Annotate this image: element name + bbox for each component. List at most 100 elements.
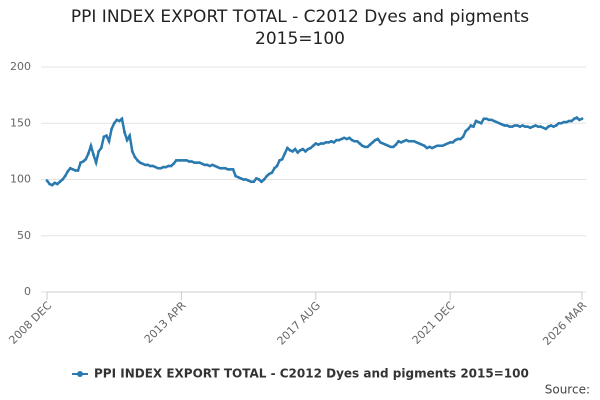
point bbox=[433, 145, 437, 149]
point bbox=[327, 140, 331, 144]
point bbox=[92, 153, 95, 157]
point bbox=[474, 119, 478, 123]
point bbox=[554, 124, 558, 127]
point bbox=[298, 148, 302, 152]
point bbox=[456, 137, 460, 141]
point bbox=[262, 178, 266, 181]
point bbox=[549, 124, 553, 127]
point bbox=[567, 119, 571, 123]
point bbox=[293, 147, 297, 151]
point bbox=[164, 165, 168, 169]
point bbox=[415, 140, 418, 144]
point bbox=[342, 136, 346, 140]
point bbox=[273, 166, 276, 170]
point bbox=[239, 176, 243, 180]
point bbox=[76, 169, 80, 172]
point bbox=[425, 146, 429, 150]
point bbox=[280, 157, 284, 161]
point bbox=[324, 140, 328, 144]
y-tick-label: 50 bbox=[17, 229, 31, 242]
point bbox=[291, 149, 294, 153]
point bbox=[335, 138, 338, 142]
point bbox=[223, 166, 227, 170]
point bbox=[345, 137, 349, 141]
point bbox=[86, 152, 90, 156]
point bbox=[216, 165, 219, 169]
point bbox=[466, 127, 470, 131]
point bbox=[288, 148, 292, 152]
point bbox=[285, 146, 289, 150]
point bbox=[306, 147, 310, 151]
point bbox=[203, 163, 207, 167]
point bbox=[125, 138, 129, 142]
point bbox=[443, 143, 447, 147]
point bbox=[138, 161, 142, 165]
point bbox=[410, 139, 413, 143]
point bbox=[373, 138, 377, 142]
point bbox=[249, 180, 253, 184]
point bbox=[275, 164, 279, 168]
point bbox=[575, 116, 579, 120]
point bbox=[547, 125, 550, 129]
point bbox=[112, 121, 116, 125]
point bbox=[247, 179, 250, 183]
point bbox=[559, 121, 563, 125]
point bbox=[278, 158, 282, 162]
point bbox=[570, 119, 574, 123]
point bbox=[441, 144, 444, 148]
point bbox=[68, 166, 72, 170]
point bbox=[490, 118, 493, 122]
point bbox=[510, 125, 514, 129]
point bbox=[151, 164, 155, 168]
point bbox=[459, 137, 462, 141]
point bbox=[192, 161, 196, 165]
point bbox=[187, 160, 191, 163]
point bbox=[363, 145, 367, 149]
point bbox=[314, 142, 318, 145]
point bbox=[143, 163, 147, 167]
point bbox=[562, 120, 566, 124]
point bbox=[534, 124, 537, 127]
legend-label: PPI INDEX EXPORT TOTAL - C2012 Dyes and … bbox=[94, 367, 529, 381]
point bbox=[399, 140, 403, 144]
point bbox=[89, 144, 93, 148]
point bbox=[497, 121, 501, 125]
point bbox=[244, 178, 248, 181]
point bbox=[366, 145, 369, 149]
point bbox=[526, 125, 530, 129]
point bbox=[205, 163, 209, 167]
point bbox=[74, 169, 77, 172]
point bbox=[81, 160, 85, 163]
point bbox=[50, 183, 54, 187]
point bbox=[304, 149, 307, 153]
point bbox=[296, 151, 300, 154]
point bbox=[515, 124, 519, 127]
point bbox=[376, 137, 380, 141]
point bbox=[430, 146, 434, 150]
point bbox=[185, 158, 188, 162]
point bbox=[169, 164, 173, 168]
point bbox=[340, 137, 344, 141]
point bbox=[301, 147, 305, 151]
point bbox=[472, 125, 475, 129]
point bbox=[513, 124, 517, 127]
y-tick-label: 150 bbox=[10, 116, 31, 129]
point bbox=[391, 145, 395, 149]
point bbox=[464, 129, 468, 133]
point bbox=[482, 117, 486, 121]
point bbox=[53, 181, 57, 185]
source: Source: bbox=[545, 383, 590, 397]
point bbox=[539, 125, 543, 129]
x-tick-label: 2026 MAR bbox=[540, 299, 589, 348]
point bbox=[107, 139, 111, 143]
point bbox=[267, 172, 271, 176]
point bbox=[45, 179, 49, 183]
point bbox=[505, 124, 509, 127]
y-tick-label: 200 bbox=[10, 60, 31, 73]
point bbox=[172, 162, 176, 166]
point bbox=[384, 143, 387, 147]
point bbox=[407, 139, 411, 143]
point bbox=[213, 164, 217, 168]
point bbox=[167, 164, 170, 168]
point bbox=[221, 166, 225, 170]
